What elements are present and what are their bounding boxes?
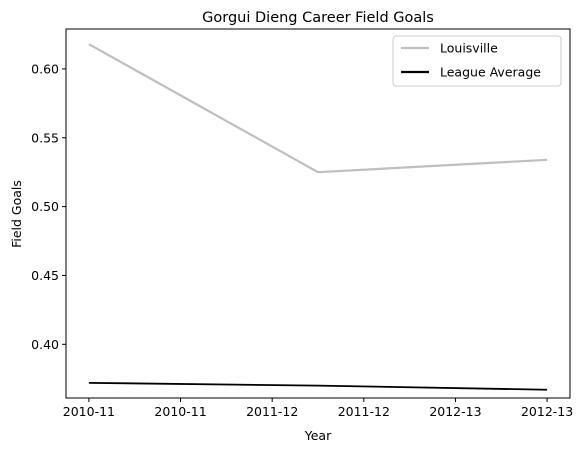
- legend-label-2: League Average: [440, 65, 541, 80]
- x-tick-label: 2011-12: [246, 404, 298, 419]
- y-tick-label: 0.55: [31, 130, 59, 145]
- x-tick-label: 2012-13: [521, 404, 573, 419]
- x-axis: 2010-11 2010-11 2011-12 2011-12 2012-13 2012-…: [63, 398, 573, 419]
- y-tick-label: 0.50: [31, 199, 59, 214]
- y-tick-label: 0.60: [31, 61, 59, 76]
- plot-frame: [65, 28, 571, 399]
- y-tick-label: 0.40: [31, 337, 59, 352]
- series-line-2: [88, 381, 548, 391]
- y-tick-label: 0.45: [31, 268, 59, 283]
- y-axis-label: Field Goals: [9, 180, 24, 248]
- y-axis: 0.40 0.45 0.50 0.55 0.60: [31, 61, 66, 352]
- x-axis-label: Year: [304, 428, 332, 443]
- series-line-1: [88, 43, 548, 174]
- plot-area: [88, 43, 548, 391]
- x-tick-label: 2010-11: [154, 404, 206, 419]
- x-tick-label: 2012-13: [429, 404, 481, 419]
- x-tick-label: 2011-12: [338, 404, 390, 419]
- chart-title: Gorgui Dieng Career Field Goals: [202, 10, 434, 26]
- legend-box: [392, 35, 562, 87]
- legend: Louisville League Average: [392, 35, 562, 87]
- legend-label-1: Louisville: [440, 41, 498, 56]
- x-tick-label: 2010-11: [63, 404, 115, 419]
